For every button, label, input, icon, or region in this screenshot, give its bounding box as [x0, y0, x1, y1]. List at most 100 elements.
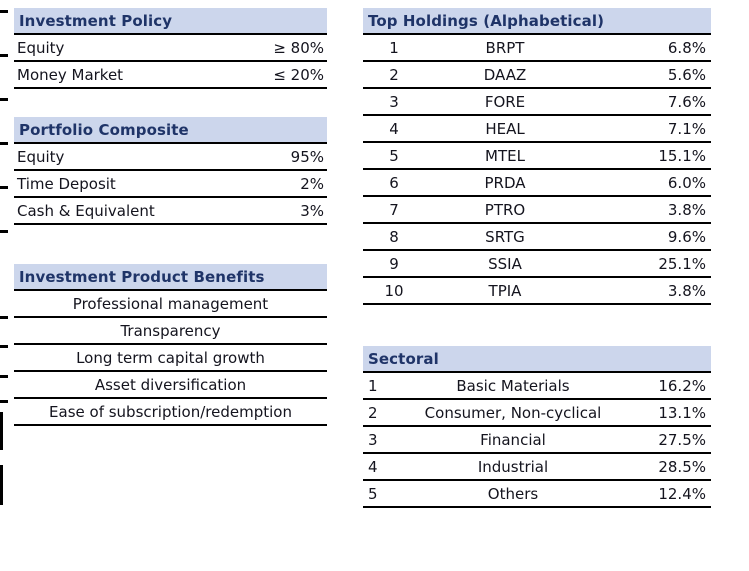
- table-row: 3 FORE 7.6%: [363, 89, 711, 116]
- crop-artifact-tick: [0, 186, 8, 189]
- table-row: 4 Industrial 28.5%: [363, 454, 711, 481]
- holding-weight: 9.6%: [667, 227, 706, 246]
- sectoral-header: Sectoral: [363, 346, 711, 373]
- table-row: Time Deposit 2%: [14, 171, 327, 198]
- holding-ticker: TPIA: [488, 281, 522, 300]
- composite-label: Cash & Equivalent: [17, 201, 155, 220]
- section-title: Top Holdings (Alphabetical): [368, 11, 605, 30]
- holding-rank: 10: [384, 281, 404, 300]
- holding-rank: 4: [389, 119, 399, 138]
- benefit-label: Transparency: [120, 321, 221, 340]
- section-title: Investment Policy: [19, 11, 173, 30]
- portfolio-composite-table: Portfolio Composite Equity 95% Time Depo…: [14, 117, 327, 225]
- sector-rank: 2: [368, 403, 378, 422]
- sector-weight: 27.5%: [658, 430, 706, 449]
- holding-rank: 8: [389, 227, 399, 246]
- investment-product-benefits-header: Investment Product Benefits: [14, 264, 327, 291]
- crop-artifact-tick: [0, 230, 8, 233]
- table-row: 2 DAAZ 5.6%: [363, 62, 711, 89]
- benefit-label: Professional management: [72, 294, 269, 313]
- sector-name: Financial: [480, 430, 546, 449]
- composite-label: Equity: [17, 147, 65, 166]
- left-column: Investment Policy Equity ≥ 80% Money Mar…: [14, 8, 327, 426]
- holding-weight: 3.8%: [667, 281, 706, 300]
- crop-artifact-bar: [0, 412, 3, 450]
- policy-value: ≤ 20%: [273, 65, 324, 84]
- crop-artifact-bar: [0, 465, 3, 505]
- table-row: 8 SRTG 9.6%: [363, 224, 711, 251]
- sectoral-table: Sectoral 1 Basic Materials 16.2% 2 Consu…: [363, 346, 711, 508]
- crop-artifact-tick: [0, 10, 8, 13]
- holding-rank: 5: [389, 146, 399, 165]
- benefit-label: Ease of subscription/redemption: [49, 402, 292, 421]
- holding-rank: 1: [389, 38, 399, 57]
- crop-artifact-tick: [0, 54, 8, 57]
- sector-name: Others: [487, 484, 539, 503]
- composite-value: 3%: [300, 201, 324, 220]
- crop-artifact-tick: [0, 142, 8, 145]
- section-title: Investment Product Benefits: [19, 267, 265, 286]
- holding-weight: 25.1%: [658, 254, 706, 273]
- sector-rank: 5: [368, 484, 378, 503]
- policy-label: Money Market: [17, 65, 124, 84]
- holding-ticker: PRDA: [484, 173, 526, 192]
- holding-ticker: FORE: [484, 92, 526, 111]
- crop-artifact-tick: [0, 316, 8, 319]
- holding-weight: 6.8%: [667, 38, 706, 57]
- crop-artifact-tick: [0, 98, 8, 101]
- investment-policy-header: Investment Policy: [14, 8, 327, 35]
- table-row: 1 BRPT 6.8%: [363, 35, 711, 62]
- section-title: Portfolio Composite: [19, 120, 189, 139]
- holding-weight: 3.8%: [667, 200, 706, 219]
- holding-ticker: DAAZ: [483, 65, 527, 84]
- benefit-label: Asset diversification: [94, 375, 247, 394]
- table-row: Professional management: [14, 291, 327, 318]
- table-row: Cash & Equivalent 3%: [14, 198, 327, 225]
- holding-weight: 6.0%: [667, 173, 706, 192]
- sector-weight: 13.1%: [658, 403, 706, 422]
- sector-name: Basic Materials: [456, 376, 570, 395]
- holding-ticker: SSIA: [488, 254, 522, 273]
- table-row: 6 PRDA 6.0%: [363, 170, 711, 197]
- table-row: Asset diversification: [14, 372, 327, 399]
- table-row: 5 MTEL 15.1%: [363, 143, 711, 170]
- portfolio-composite-header: Portfolio Composite: [14, 117, 327, 144]
- holding-ticker: BRPT: [485, 38, 525, 57]
- top-holdings-table: Top Holdings (Alphabetical) 1 BRPT 6.8% …: [363, 8, 711, 305]
- table-row: Transparency: [14, 318, 327, 345]
- crop-artifact-tick: [0, 400, 8, 403]
- table-row: 9 SSIA 25.1%: [363, 251, 711, 278]
- composite-value: 95%: [290, 147, 324, 166]
- holding-ticker: SRTG: [485, 227, 525, 246]
- sector-weight: 28.5%: [658, 457, 706, 476]
- investment-policy-table: Investment Policy Equity ≥ 80% Money Mar…: [14, 8, 327, 89]
- table-row: Equity ≥ 80%: [14, 35, 327, 62]
- holding-weight: 5.6%: [667, 65, 706, 84]
- sector-weight: 12.4%: [658, 484, 706, 503]
- investment-product-benefits-table: Investment Product Benefits Professional…: [14, 264, 327, 426]
- crop-artifact-tick: [0, 345, 8, 348]
- section-title: Sectoral: [368, 349, 439, 368]
- holding-ticker: MTEL: [485, 146, 525, 165]
- table-row: 5 Others 12.4%: [363, 481, 711, 508]
- table-row: 2 Consumer, Non-cyclical 13.1%: [363, 400, 711, 427]
- holding-rank: 3: [389, 92, 399, 111]
- holding-rank: 2: [389, 65, 399, 84]
- crop-artifact-tick: [0, 375, 8, 378]
- right-column: Top Holdings (Alphabetical) 1 BRPT 6.8% …: [363, 8, 711, 508]
- table-row: 1 Basic Materials 16.2%: [363, 373, 711, 400]
- policy-value: ≥ 80%: [273, 38, 324, 57]
- table-row: Money Market ≤ 20%: [14, 62, 327, 89]
- table-row: Equity 95%: [14, 144, 327, 171]
- sector-rank: 4: [368, 457, 378, 476]
- holding-ticker: HEAL: [485, 119, 525, 138]
- policy-label: Equity: [17, 38, 65, 57]
- table-row: 7 PTRO 3.8%: [363, 197, 711, 224]
- holding-rank: 7: [389, 200, 399, 219]
- top-holdings-header: Top Holdings (Alphabetical): [363, 8, 711, 35]
- table-row: Ease of subscription/redemption: [14, 399, 327, 426]
- holding-weight: 7.1%: [667, 119, 706, 138]
- sector-weight: 16.2%: [658, 376, 706, 395]
- table-row: 4 HEAL 7.1%: [363, 116, 711, 143]
